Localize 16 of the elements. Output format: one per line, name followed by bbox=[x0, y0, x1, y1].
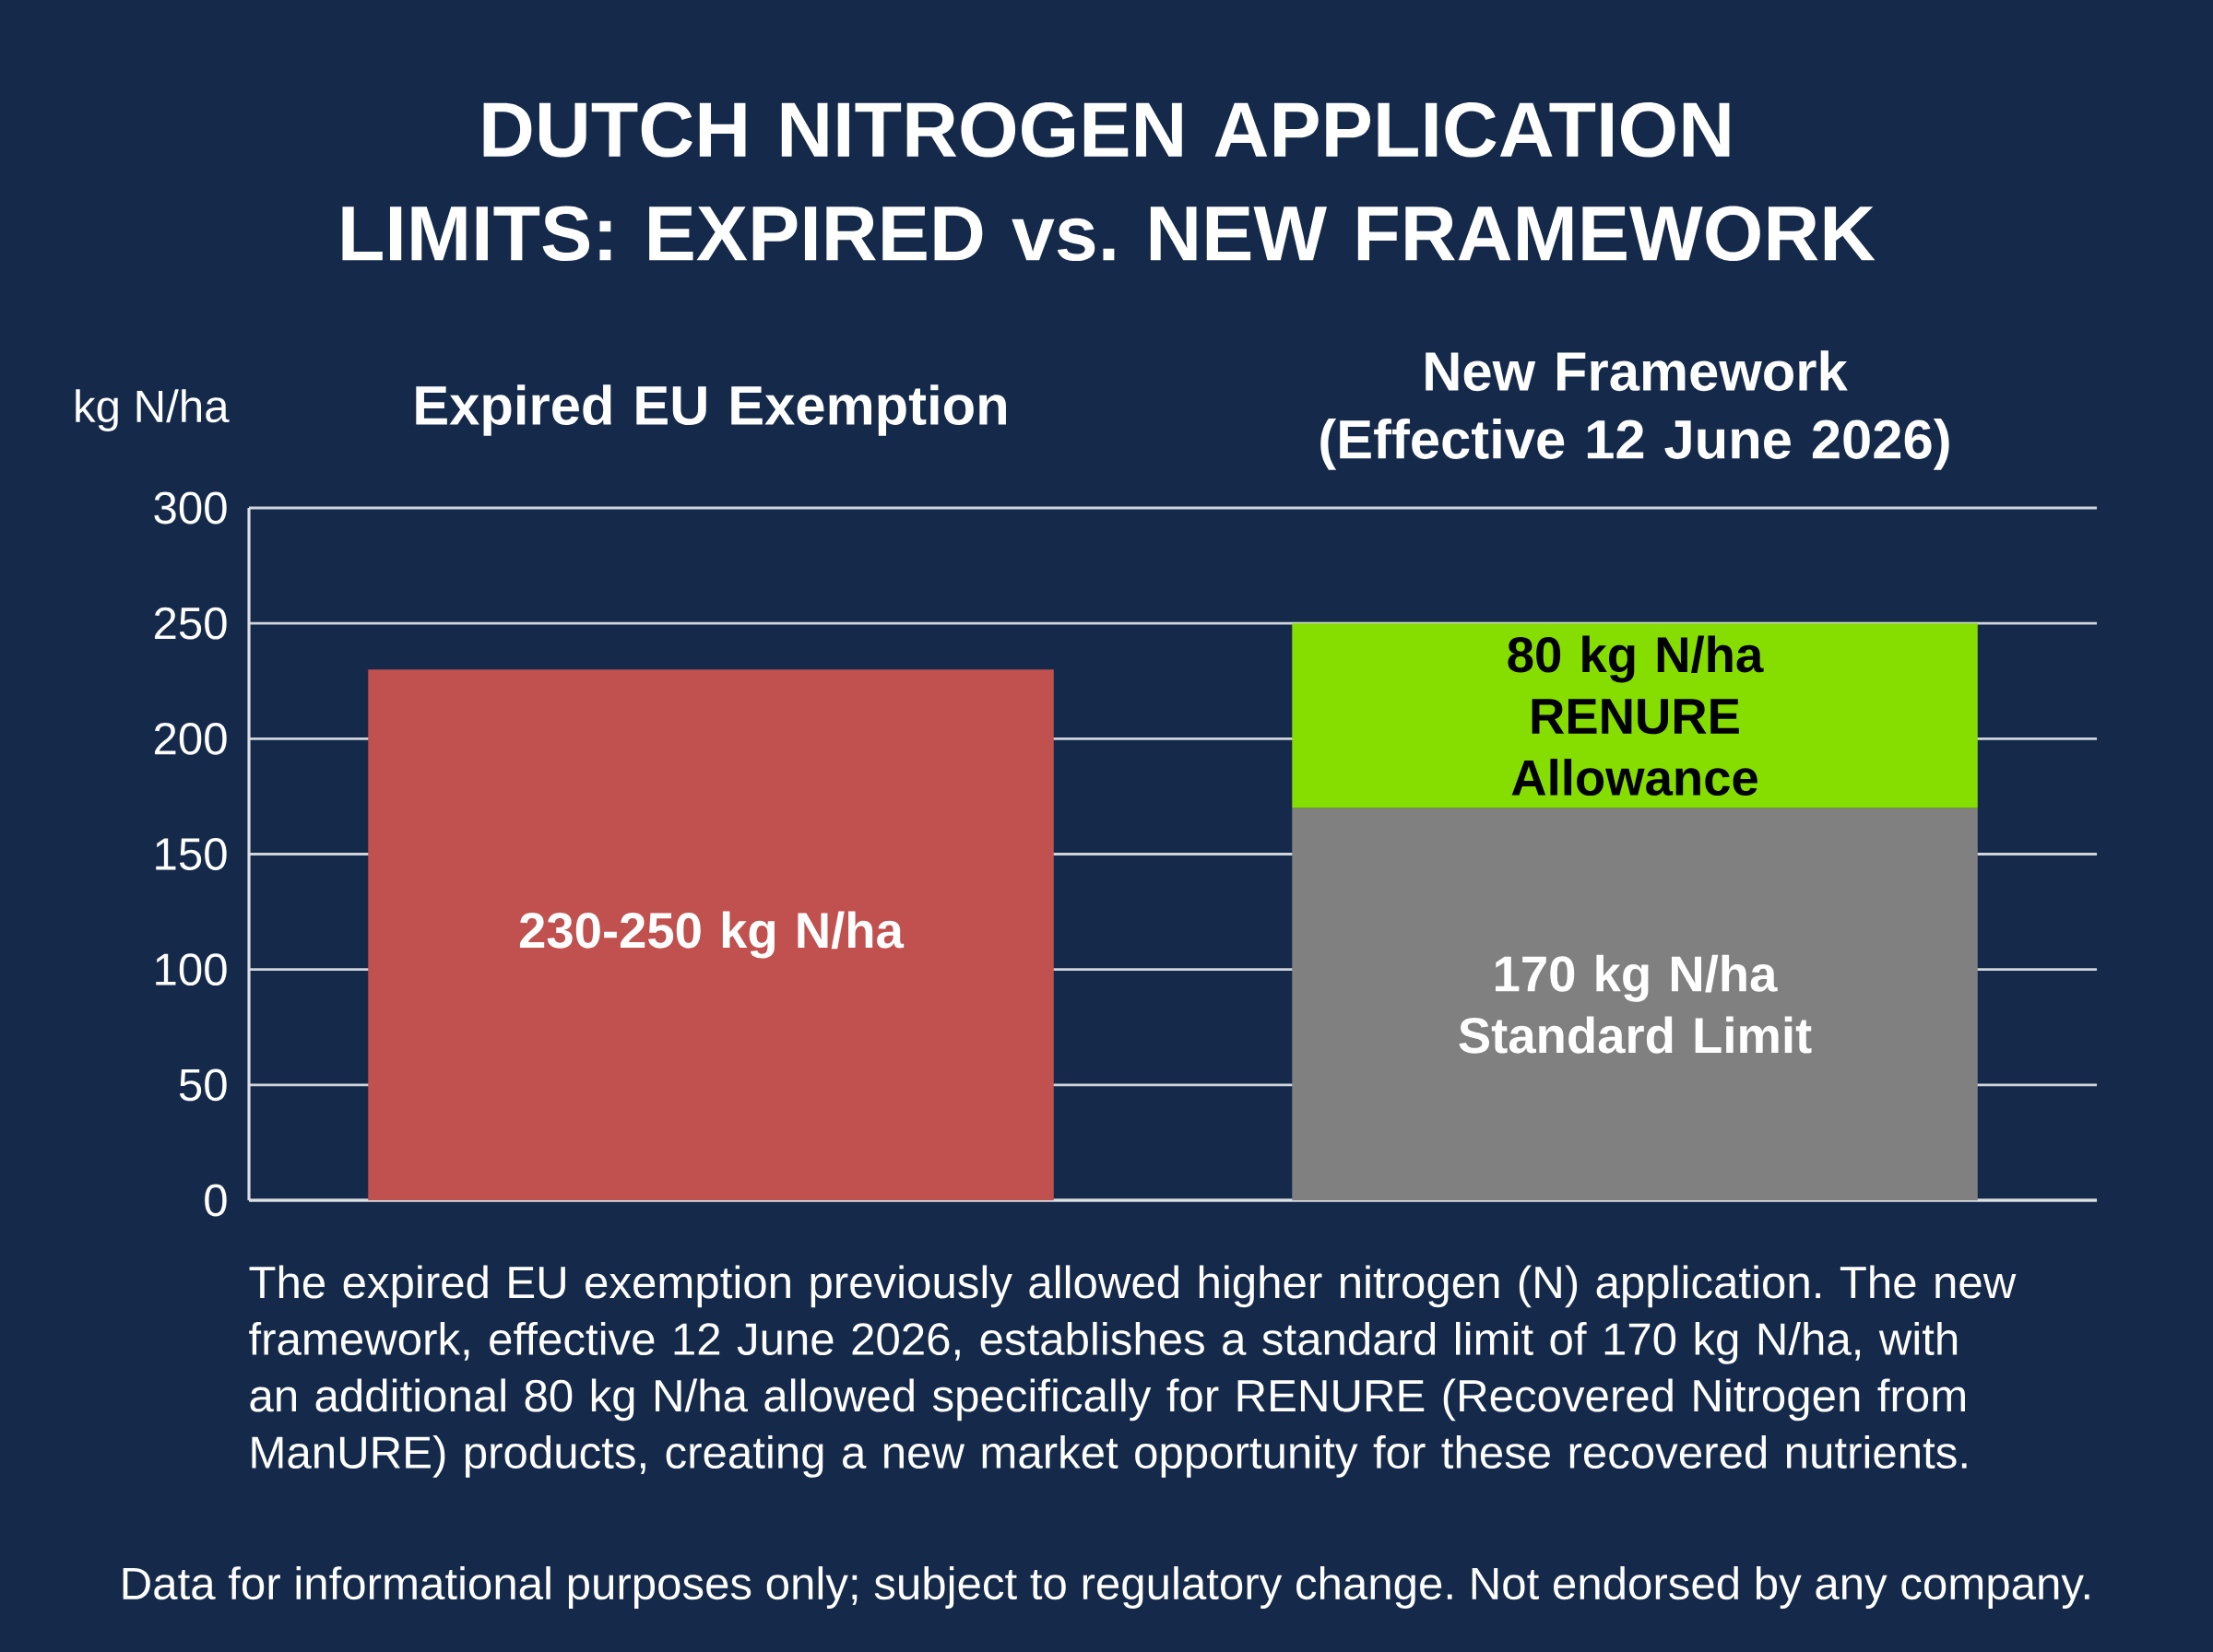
y-tick-label: 0 bbox=[205, 1184, 227, 1217]
y-tick-label: 50 bbox=[179, 1068, 227, 1102]
y-tick-label: 250 bbox=[154, 607, 227, 640]
chart-title: DUTCH NITROGEN APPLICATION LIMITS: EXPIRED vs. NEW FRAMEWORK bbox=[342, 101, 1876, 262]
y-tick-label: 150 bbox=[156, 838, 227, 870]
x-tick-label: New Framework (Effective 12 June 2026) bbox=[1320, 350, 1949, 470]
text: The expired EU exemption previously allowed higher nitrogen (N) application. The new framework, effective 12 June 2026, establishes a standard limit of 170 kg N/ha, with an additional 80 kg N/ha allowed specifically for RENURE (Recovered Nitrogen from ManURE) products, creating a new market opportunity for these recovered nutrients. bbox=[249, 1265, 2017, 1478]
data-label: 230-250 kg N/ha bbox=[519, 911, 905, 959]
y-tick-label: 300 bbox=[154, 491, 227, 525]
data-label: 170 kg N/ha Standard Limit bbox=[1459, 954, 1812, 1054]
y-axis-title: kg N/ha bbox=[76, 389, 230, 432]
text: Data for informational purposes only; subject to regulatory change. Not endorsed by any company. bbox=[123, 1566, 2089, 1609]
data-label: 80 kg N/ha RENURE Allowance bbox=[1508, 635, 1764, 796]
y-tick-label: 100 bbox=[156, 953, 227, 986]
x-tick-label: Expired EU Exemption bbox=[416, 384, 1006, 436]
y-tick-label: 200 bbox=[154, 722, 227, 755]
